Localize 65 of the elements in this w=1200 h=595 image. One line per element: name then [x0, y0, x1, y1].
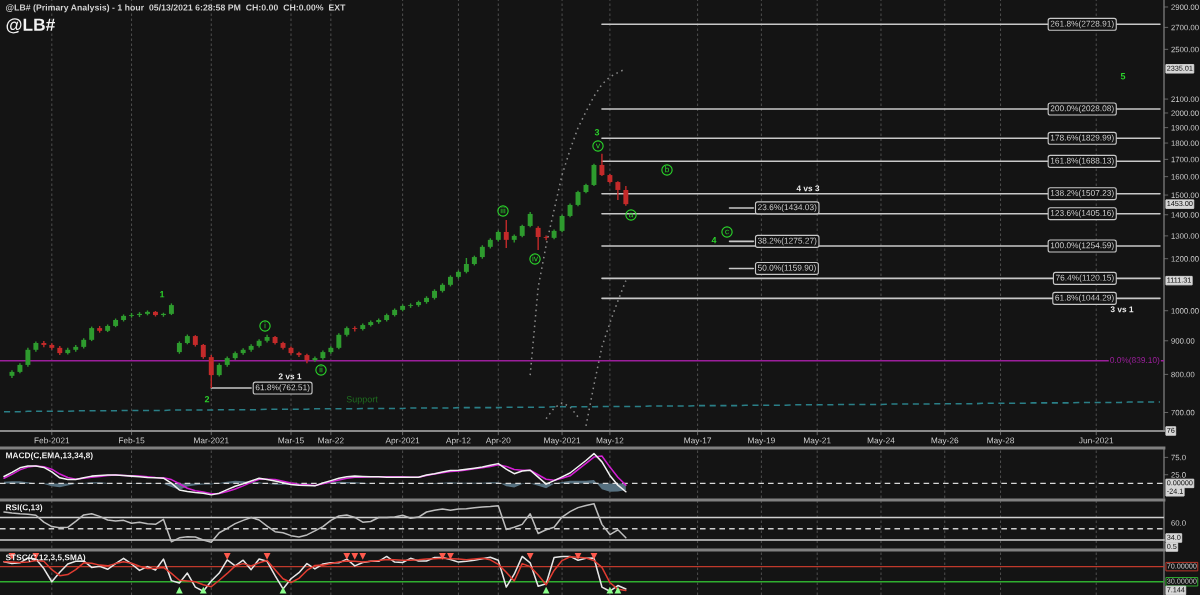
candlestick — [208, 354, 214, 389]
x-tick-label: May-24 — [867, 437, 895, 446]
ref-line-label: 0.0%(839.10) — [1110, 356, 1160, 365]
chart-title: MACD(C,EMA,13,34,8) — [6, 452, 93, 460]
candlestick — [615, 180, 621, 201]
x-tick-label: Mar-2021 — [194, 437, 229, 444]
x-tick-label: Apr-2021 — [385, 437, 420, 446]
series-label: 138.2%(1507.23) — [1050, 189, 1114, 198]
series-label: 261.8%(2728.91) — [1050, 20, 1114, 29]
annotation: 2 vs 1 — [278, 373, 302, 380]
chart-subtitle: @LB# (Primary Analysis) - 1 hour 05/13/2021 6:28:58 PM CH:0.00 CH:0.00% EXT — [6, 4, 346, 13]
annotation: 1 — [160, 291, 165, 298]
x-tick-label: Mar-15 — [278, 437, 304, 444]
candlestick — [25, 347, 31, 368]
annotation: a — [629, 212, 634, 218]
candlestick — [623, 185, 629, 207]
annotation: Support — [346, 396, 378, 405]
series-label: 76.4%(1120.15) — [1055, 274, 1114, 283]
series-label: 61.8%(1044.29) — [1055, 294, 1114, 303]
annotation: v — [595, 143, 601, 149]
annotation: iv — [532, 255, 538, 262]
line-series — [545, 402, 579, 420]
annotation: 4 vs 3 — [796, 185, 820, 192]
x-tick-label: May-21 — [803, 437, 831, 446]
x-tick-label: Apr-12 — [445, 437, 471, 446]
annotation: 2 — [204, 396, 210, 403]
annotation: i — [264, 322, 266, 329]
series-label: 200.0%(2028.08) — [1050, 105, 1114, 113]
series-label: 100.0%(1254.59) — [1050, 242, 1114, 250]
candlestick — [543, 234, 549, 242]
candlestick — [41, 340, 47, 348]
annotation: ii — [319, 366, 323, 373]
series-label: 161.8%(1688.13) — [1050, 157, 1114, 166]
x-tick-label: May-2021 — [544, 437, 581, 446]
x-tick-label: May-19 — [748, 437, 775, 446]
x-tick-label: May-12 — [596, 437, 624, 446]
x-tick-label: May-28 — [987, 437, 1015, 446]
x-tick-label: Mar-22 — [318, 437, 344, 444]
annotation: 5 — [1120, 73, 1126, 80]
x-tick-label: Apr-20 — [485, 437, 511, 446]
series-label: 61.8%(762.51) — [255, 384, 310, 392]
chart-title: RSI(C,13) — [6, 504, 43, 512]
candlestick — [591, 163, 597, 187]
series-label: 38.2%(1275.27) — [757, 237, 817, 246]
x-tick-label: Feb-15 — [119, 437, 145, 444]
annotation: 3 vs 1 — [1110, 306, 1134, 313]
annotation: 3 — [594, 129, 600, 136]
annotation: c — [725, 229, 729, 235]
series-label: 178.6%(1829.99) — [1050, 134, 1114, 143]
x-tick-label: May-26 — [931, 437, 959, 446]
candlestick — [535, 225, 541, 251]
series-label: 23.6%(1434.03) — [758, 204, 817, 212]
line-series — [585, 279, 627, 427]
x-tick-label: Jun-2021 — [1078, 437, 1114, 444]
x-tick-label: Feb-2021 — [34, 437, 70, 444]
annotation: b — [665, 166, 669, 173]
series-label: 123.6%(1405.16) — [1050, 209, 1114, 218]
text: @LB# — [6, 18, 55, 34]
x-tick-label: May-17 — [684, 437, 712, 446]
annotation: iii — [500, 207, 506, 214]
series-label: 50.0%(1159.90) — [757, 264, 816, 273]
candlestick — [599, 153, 605, 177]
candlestick — [503, 219, 509, 249]
candlestick — [312, 355, 318, 363]
annotation: 4 — [711, 237, 717, 244]
